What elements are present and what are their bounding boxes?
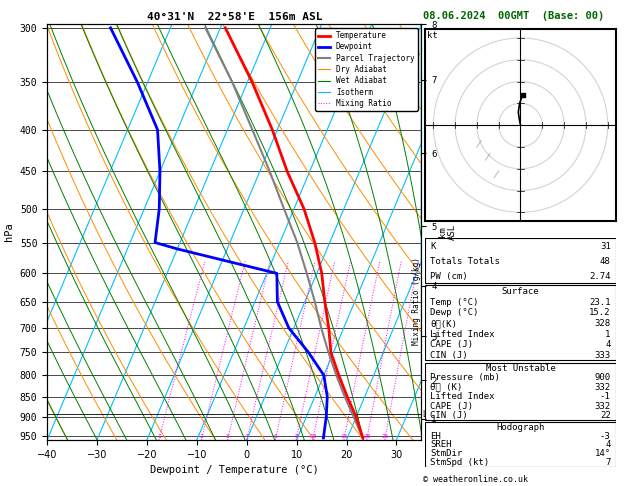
Text: 332: 332 xyxy=(594,401,611,411)
Text: CAPE (J): CAPE (J) xyxy=(430,401,474,411)
Y-axis label: hPa: hPa xyxy=(4,223,14,242)
Text: 1: 1 xyxy=(605,330,611,339)
Text: 25: 25 xyxy=(381,434,389,439)
Text: Mixing Ratio (g/kg): Mixing Ratio (g/kg) xyxy=(412,258,421,345)
Text: 48: 48 xyxy=(600,257,611,266)
Text: CIN (J): CIN (J) xyxy=(430,351,468,360)
Text: 333: 333 xyxy=(594,351,611,360)
Text: -3: -3 xyxy=(600,432,611,441)
Text: EH: EH xyxy=(430,432,441,441)
Text: 15: 15 xyxy=(340,434,348,439)
Text: Pressure (mb): Pressure (mb) xyxy=(430,373,500,382)
Text: 31: 31 xyxy=(600,242,611,251)
FancyBboxPatch shape xyxy=(425,238,616,283)
Text: CIN (J): CIN (J) xyxy=(430,411,468,420)
Text: 4: 4 xyxy=(605,340,611,349)
Text: 10: 10 xyxy=(309,434,316,439)
Text: LCL: LCL xyxy=(423,410,437,419)
Text: 14°: 14° xyxy=(594,449,611,458)
Text: Temp (°C): Temp (°C) xyxy=(430,297,479,307)
Text: StmSpd (kt): StmSpd (kt) xyxy=(430,458,489,467)
Text: 332: 332 xyxy=(594,382,611,392)
Text: Totals Totals: Totals Totals xyxy=(430,257,500,266)
Text: Lifted Index: Lifted Index xyxy=(430,392,495,401)
Text: kt: kt xyxy=(426,31,438,40)
Text: StmDir: StmDir xyxy=(430,449,462,458)
Y-axis label: km
ASL: km ASL xyxy=(438,224,457,240)
Text: 22: 22 xyxy=(600,411,611,420)
Text: θᴇ(K): θᴇ(K) xyxy=(430,319,457,328)
Text: K: K xyxy=(430,242,436,251)
Text: 328: 328 xyxy=(594,319,611,328)
Text: 23.1: 23.1 xyxy=(589,297,611,307)
Text: CAPE (J): CAPE (J) xyxy=(430,340,474,349)
Text: 08.06.2024  00GMT  (Base: 00): 08.06.2024 00GMT (Base: 00) xyxy=(423,11,604,21)
Text: 900: 900 xyxy=(594,373,611,382)
Text: Dewp (°C): Dewp (°C) xyxy=(430,308,479,317)
FancyBboxPatch shape xyxy=(425,422,616,467)
Text: 2: 2 xyxy=(199,434,203,439)
Text: 4: 4 xyxy=(605,440,611,450)
FancyBboxPatch shape xyxy=(425,285,616,360)
Text: 6: 6 xyxy=(274,434,277,439)
Legend: Temperature, Dewpoint, Parcel Trajectory, Dry Adiabat, Wet Adiabat, Isotherm, Mi: Temperature, Dewpoint, Parcel Trajectory… xyxy=(315,28,418,111)
X-axis label: Dewpoint / Temperature (°C): Dewpoint / Temperature (°C) xyxy=(150,465,319,475)
Text: Lifted Index: Lifted Index xyxy=(430,330,495,339)
Text: 2.74: 2.74 xyxy=(589,272,611,280)
Text: 20: 20 xyxy=(363,434,370,439)
Text: 1: 1 xyxy=(157,434,161,439)
Text: Surface: Surface xyxy=(502,287,539,296)
Text: Hodograph: Hodograph xyxy=(496,423,545,432)
Text: PW (cm): PW (cm) xyxy=(430,272,468,280)
Text: SREH: SREH xyxy=(430,440,452,450)
Text: 7: 7 xyxy=(605,458,611,467)
Title: 40°31'N  22°58'E  156m ASL: 40°31'N 22°58'E 156m ASL xyxy=(147,12,322,22)
Text: 4: 4 xyxy=(245,434,249,439)
Text: -1: -1 xyxy=(600,392,611,401)
Text: 15.2: 15.2 xyxy=(589,308,611,317)
Text: 3: 3 xyxy=(226,434,230,439)
Text: 8: 8 xyxy=(294,434,298,439)
FancyBboxPatch shape xyxy=(425,363,616,420)
Text: © weatheronline.co.uk: © weatheronline.co.uk xyxy=(423,474,528,484)
Text: θᴇ (K): θᴇ (K) xyxy=(430,382,462,392)
Text: Most Unstable: Most Unstable xyxy=(486,364,555,373)
